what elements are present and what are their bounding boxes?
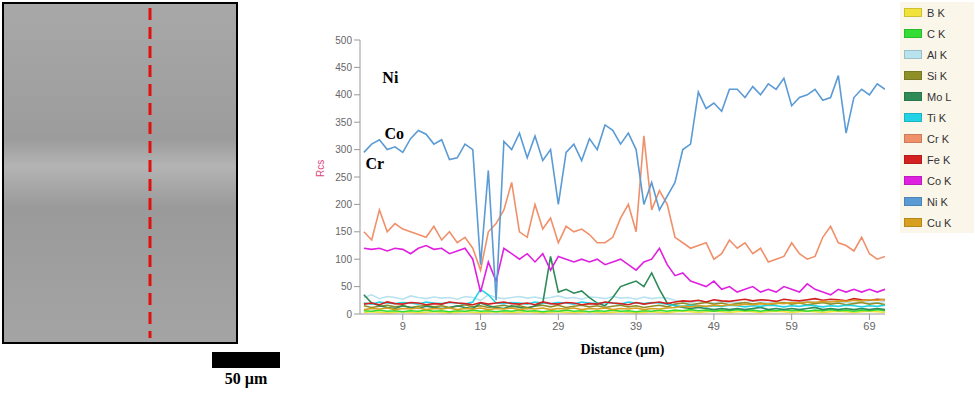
html-text:Co K: Co K: [927, 174, 952, 187]
svg-text:300: 300: [335, 144, 352, 155]
svg-text:350: 350: [335, 117, 352, 128]
svg-text:150: 150: [335, 226, 352, 237]
svg-text:Co: Co: [384, 125, 404, 142]
svg-text:29: 29: [552, 320, 564, 332]
svg-text:450: 450: [335, 62, 352, 73]
svg-text:19: 19: [474, 320, 486, 332]
html-text:Cr K: Cr K: [927, 132, 949, 145]
html-text:Al K: Al K: [927, 48, 948, 61]
svg-text:100: 100: [335, 254, 352, 265]
html-text:Mo L: Mo L: [927, 90, 952, 103]
svg-text:400: 400: [335, 89, 352, 100]
svg-text:Cr: Cr: [365, 155, 384, 172]
html-text:B K: B K: [927, 6, 945, 19]
svg-text:0: 0: [346, 309, 352, 320]
svg-text:59: 59: [786, 320, 798, 332]
html-text:Fe K: Fe K: [927, 153, 951, 166]
svg-text:200: 200: [335, 199, 352, 210]
svg-text:50: 50: [341, 281, 353, 292]
html-text:Ti K: Ti K: [927, 111, 947, 124]
html-text:50 µm: 50 µm: [224, 370, 268, 387]
svg-text:Distance (µm): Distance (µm): [581, 342, 665, 358]
html-text:Si K: Si K: [927, 69, 948, 82]
html-text:Ni K: Ni K: [927, 195, 948, 208]
svg-text:500: 500: [335, 35, 352, 46]
svg-text:69: 69: [863, 320, 875, 332]
svg-text:250: 250: [335, 172, 352, 183]
svg-text:39: 39: [630, 320, 642, 332]
html-text:Cu K: Cu K: [927, 216, 952, 229]
svg-text:Rcs: Rcs: [315, 160, 326, 177]
html-text:C K: C K: [927, 27, 946, 40]
svg-text:49: 49: [708, 320, 720, 332]
svg-text:9: 9: [400, 320, 406, 332]
svg-text:Ni: Ni: [382, 69, 399, 86]
